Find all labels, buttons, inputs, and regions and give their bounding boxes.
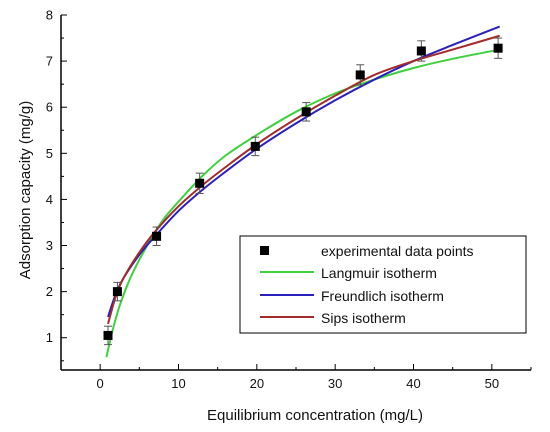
y-axis-title: Adsorption capacity (mg/g): [17, 101, 34, 279]
data-point: [112, 287, 122, 297]
legend-label-points: experimental data points: [321, 243, 474, 259]
x-tick-label: 10: [171, 376, 185, 391]
axis-ticks: 0 10 20 30 40 50 1 2 3 4 5 6 7 8: [46, 8, 532, 391]
data-point: [103, 330, 113, 340]
x-tick-label: 30: [328, 376, 342, 391]
y-tick-label: 8: [46, 8, 53, 23]
legend-label-sips: Sips isotherm: [321, 310, 406, 326]
data-point: [355, 70, 365, 80]
curve-langmuir: [105, 48, 500, 358]
y-tick-label: 6: [46, 100, 53, 115]
x-tick-label: 50: [485, 376, 499, 391]
y-tick-label: 2: [46, 284, 53, 299]
data-point-markers: [103, 43, 503, 340]
data-point: [250, 141, 260, 151]
legend-marker-points: [260, 246, 269, 255]
data-point: [301, 107, 311, 117]
data-point: [493, 43, 503, 53]
data-point: [416, 46, 426, 56]
data-point: [152, 231, 162, 241]
legend: experimental data points Langmuir isothe…: [239, 235, 527, 334]
curve-sips: [107, 34, 500, 325]
x-axis-title: Equilibrium concentration (mg/L): [207, 407, 423, 424]
x-tick-label: 0: [97, 376, 104, 391]
y-tick-label: 7: [46, 54, 53, 69]
y-tick-label: 5: [46, 146, 53, 161]
data-point: [195, 178, 205, 188]
y-tick-label: 1: [46, 330, 53, 345]
y-tick-label: 4: [46, 192, 53, 207]
isotherm-curves: [105, 25, 501, 358]
x-tick-label: 20: [250, 376, 264, 391]
legend-label-freundlich: Freundlich isotherm: [321, 288, 444, 304]
y-tick-label: 3: [46, 238, 53, 253]
legend-label-langmuir: Langmuir isotherm: [321, 265, 437, 281]
x-tick-label: 40: [406, 376, 420, 391]
